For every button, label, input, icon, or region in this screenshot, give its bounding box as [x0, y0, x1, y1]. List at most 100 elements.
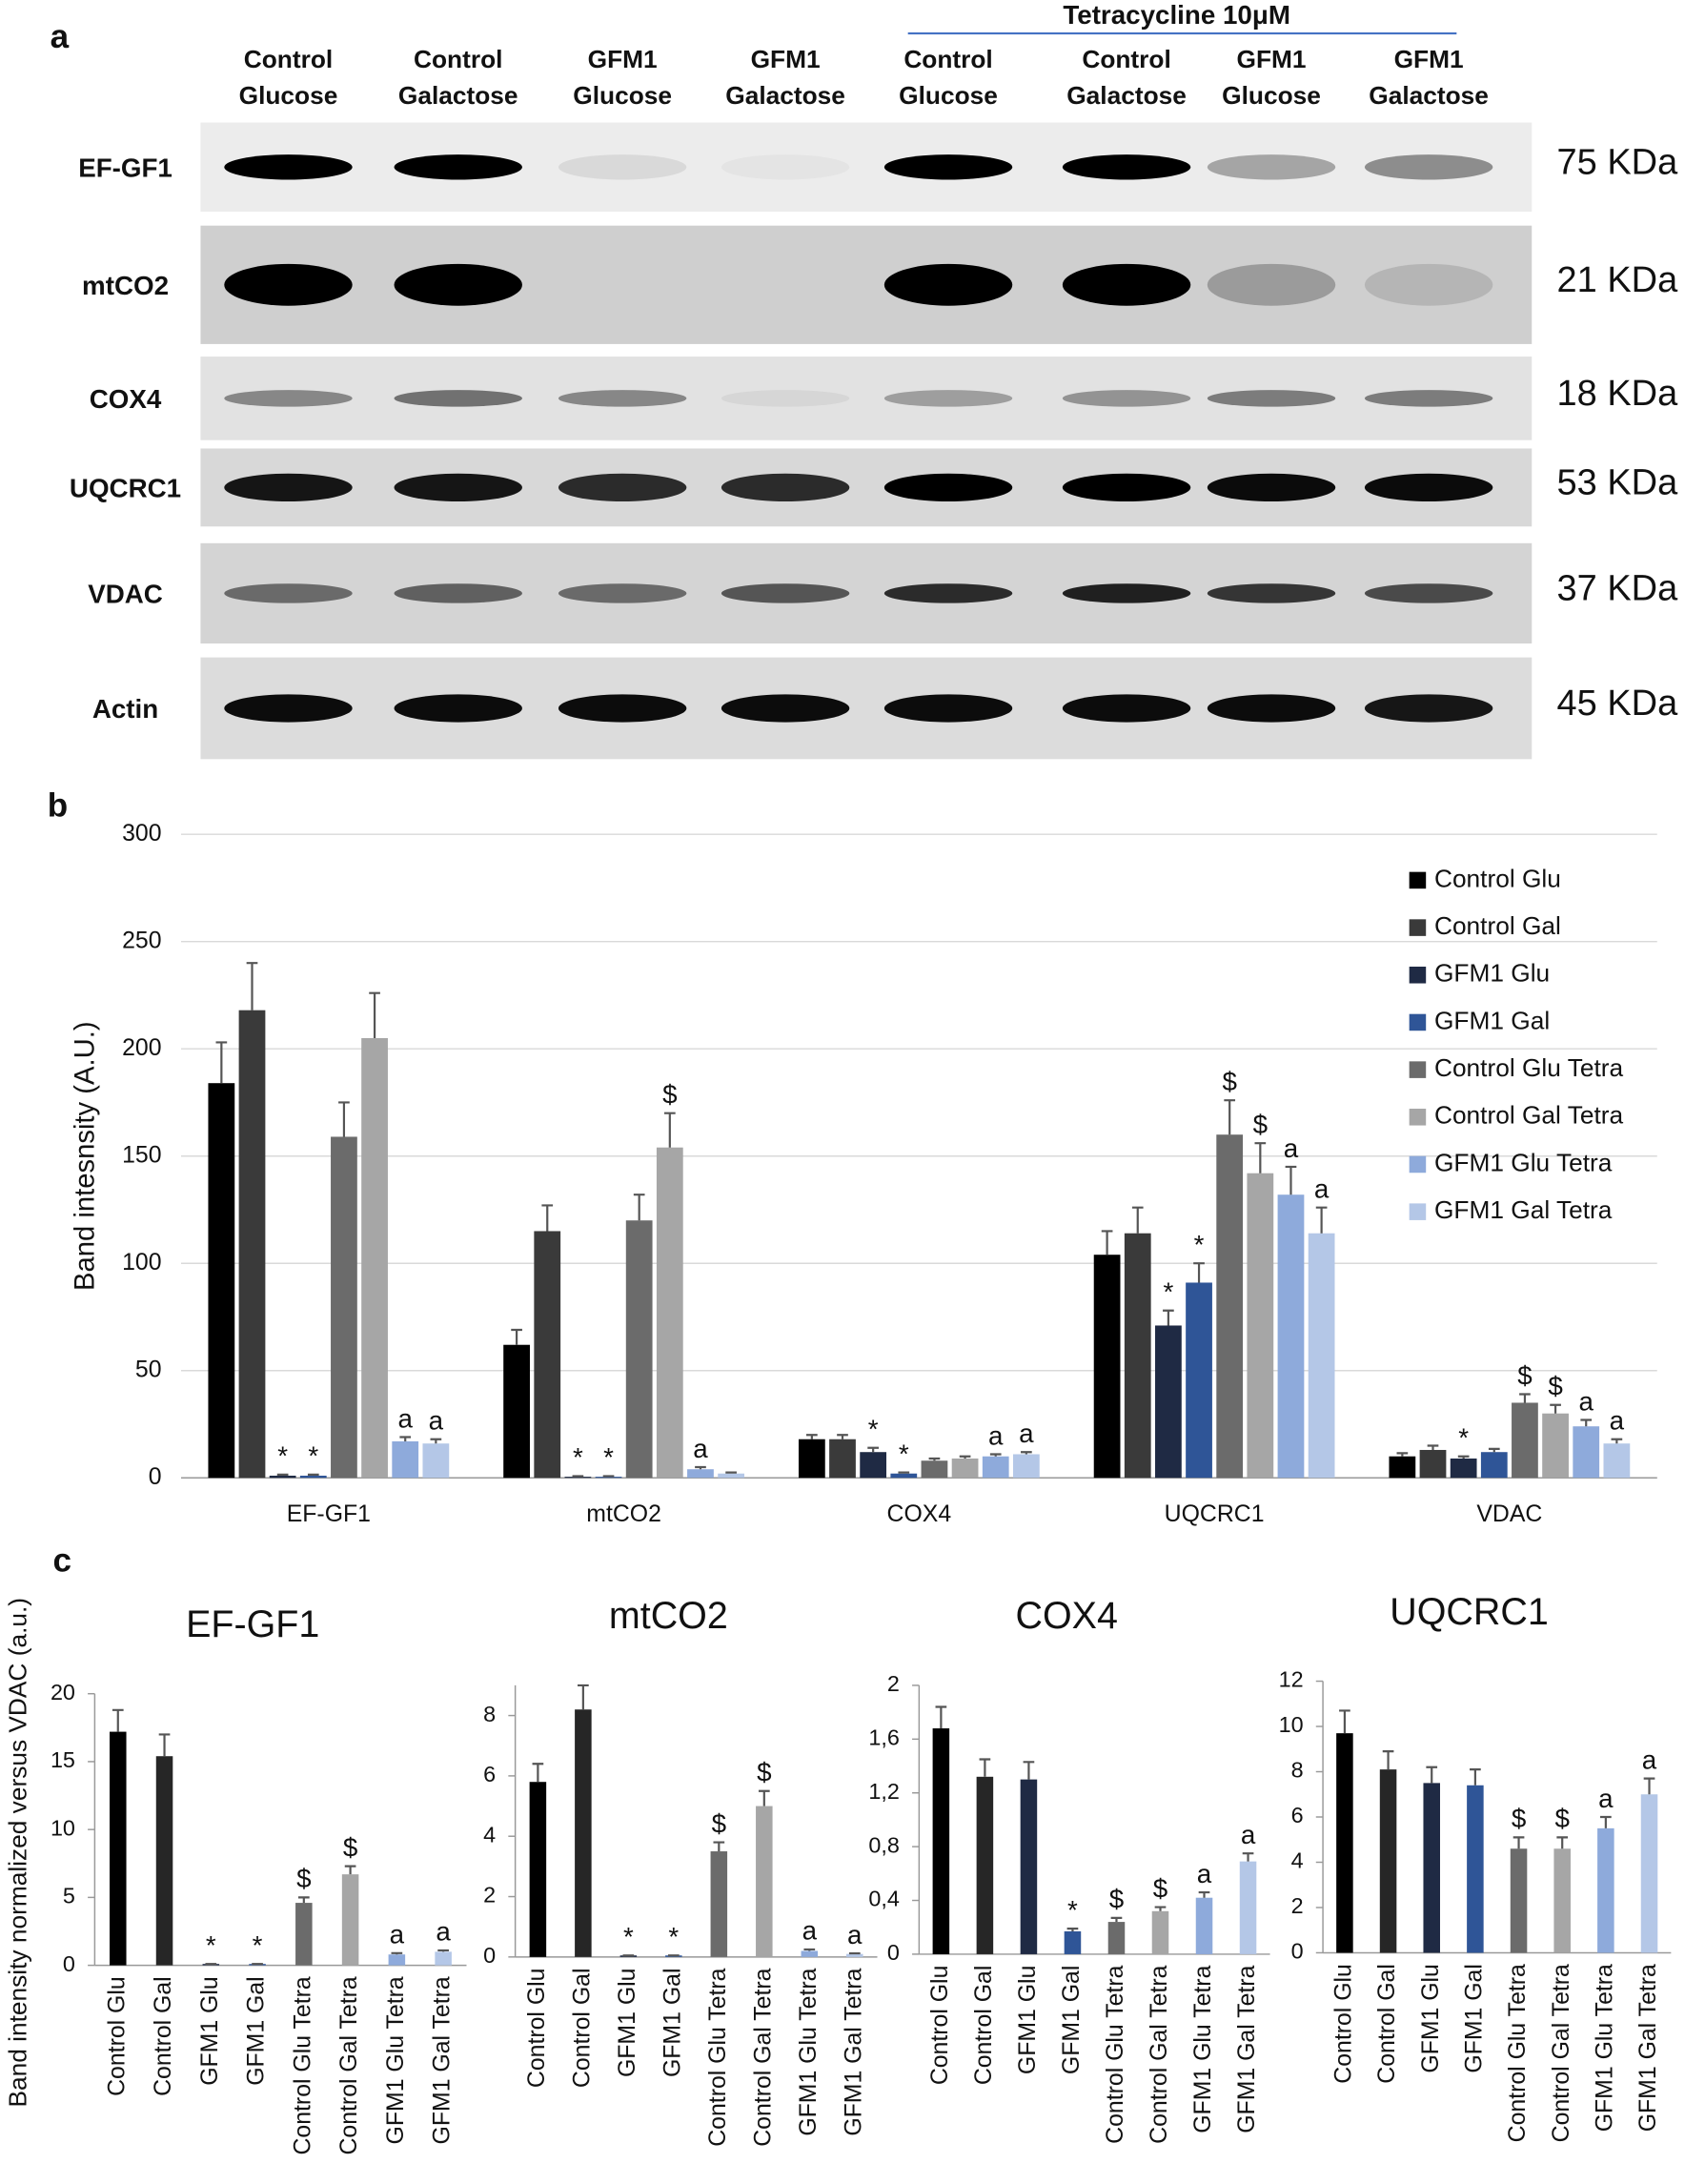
- error-bar: [1110, 1916, 1123, 1923]
- bar: [1336, 1733, 1353, 1953]
- error-bar: [1193, 1262, 1205, 1283]
- error-bar: [532, 1763, 544, 1783]
- x-tick-label: GFM1 Glu: [1015, 1966, 1041, 2075]
- y-tick-label: 0: [483, 1943, 496, 1968]
- lane-label: GFM1: [751, 45, 821, 73]
- blot-band: [883, 154, 1013, 180]
- error-bar: [297, 1896, 310, 1904]
- bar: [1020, 1779, 1038, 1954]
- significance-label: $: [1548, 1372, 1562, 1401]
- blot-band: [721, 583, 850, 603]
- lane-label: Glucose: [899, 81, 998, 110]
- row-label: UQCRC1: [70, 474, 181, 503]
- bar: [564, 1477, 592, 1479]
- bar: [801, 1950, 819, 1957]
- error-bar: [989, 1453, 1002, 1457]
- bar: [1195, 1897, 1213, 1954]
- error-bar: [572, 1475, 584, 1478]
- y-tick-label: 20: [51, 1680, 75, 1704]
- lane-label: Control: [903, 45, 992, 73]
- x-tick-label: EF-GF1: [287, 1501, 371, 1527]
- lane-label: Galactose: [1369, 81, 1489, 110]
- x-tick-label: Control Glu: [524, 1969, 550, 2089]
- bar: [392, 1440, 419, 1479]
- bar: [1277, 1194, 1305, 1479]
- error-bar: [725, 1471, 737, 1474]
- bar: [951, 1458, 979, 1479]
- bar: [155, 1756, 173, 1966]
- significance-label: $: [1253, 1110, 1268, 1139]
- significance-label: a: [693, 1434, 708, 1463]
- blot-band: [721, 473, 850, 501]
- bar: [208, 1083, 235, 1479]
- x-tick-label: GFM1 Glu Tetra: [383, 1976, 409, 2144]
- blot-band: [1364, 390, 1493, 407]
- blot-band: [1364, 694, 1493, 723]
- legend-swatch: [1409, 1109, 1427, 1126]
- bar: [982, 1456, 1009, 1479]
- blot-band: [224, 583, 353, 603]
- significance-label: a: [1598, 1784, 1614, 1813]
- blot-band: [721, 694, 850, 723]
- x-tick-label: GFM1 Glu: [197, 1976, 223, 2086]
- significance-label: $: [757, 1758, 771, 1787]
- legend-swatch: [1409, 1203, 1427, 1220]
- significance-label: $: [343, 1832, 357, 1862]
- error-bar: [1163, 1309, 1174, 1326]
- bar: [269, 1475, 296, 1479]
- blot-band: [224, 263, 353, 306]
- error-bar: [1427, 1444, 1439, 1450]
- error-bar: [1556, 1836, 1569, 1849]
- x-tick-label: GFM1 Glu Tetra: [1592, 1964, 1617, 2132]
- significance-label: a: [397, 1403, 413, 1433]
- bar: [710, 1851, 728, 1957]
- legend-swatch: [1409, 871, 1427, 889]
- y-tick-label: 5: [63, 1884, 75, 1908]
- chart-title: mtCO2: [609, 1595, 728, 1637]
- lane-label: Glucose: [573, 81, 672, 110]
- legend-label: Control Glu: [1434, 864, 1561, 892]
- bar: [718, 1473, 744, 1479]
- y-tick-label: 10: [51, 1815, 75, 1840]
- significance-label: a: [1019, 1419, 1034, 1448]
- size-label: 18 KDa: [1557, 374, 1679, 414]
- blot-band: [1207, 263, 1336, 306]
- lane-label: Control: [244, 45, 333, 73]
- x-tick-label: GFM1 Gal: [660, 1969, 685, 2078]
- y-tick-label: 8: [483, 1702, 496, 1726]
- blot-band: [883, 583, 1013, 603]
- bar: [110, 1731, 127, 1966]
- significance-label: *: [603, 1442, 614, 1472]
- significance-label: a: [436, 1917, 451, 1947]
- bar: [656, 1147, 683, 1479]
- bar: [1186, 1282, 1212, 1479]
- error-bar: [1519, 1393, 1531, 1403]
- y-tick-label: 0: [887, 1940, 900, 1965]
- x-tick-label: Control Glu: [1330, 1964, 1356, 2084]
- bar: [1064, 1930, 1082, 1954]
- error-bar: [1023, 1761, 1035, 1780]
- size-label: 37 KDa: [1557, 569, 1679, 609]
- error-bar: [1457, 1455, 1470, 1459]
- error-bar: [158, 1733, 171, 1757]
- error-bar: [758, 1789, 770, 1806]
- blot-band: [394, 694, 522, 723]
- bar: [1247, 1173, 1274, 1479]
- bar: [503, 1344, 530, 1479]
- significance-label: a: [1197, 1859, 1212, 1888]
- error-bar: [803, 1948, 816, 1951]
- significance-label: a: [1579, 1386, 1594, 1416]
- error-bar: [1154, 1906, 1167, 1911]
- error-bar: [898, 1471, 910, 1474]
- blot-band: [1364, 583, 1493, 603]
- significance-label: *: [1163, 1277, 1173, 1307]
- bar: [575, 1709, 592, 1957]
- bar: [1480, 1452, 1508, 1479]
- bar: [422, 1443, 450, 1479]
- row-label: Actin: [92, 694, 158, 724]
- panel-label: b: [48, 787, 68, 825]
- x-tick-label: Control Gal Tetra: [750, 1968, 776, 2146]
- bar: [341, 1874, 359, 1966]
- lane-label: GFM1: [1394, 45, 1464, 73]
